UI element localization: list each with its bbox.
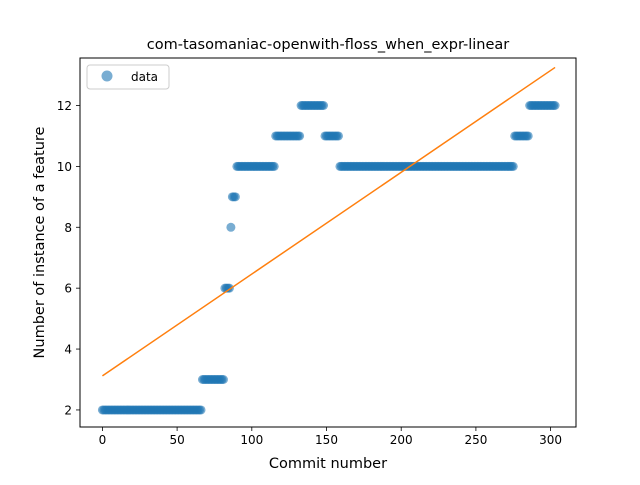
y-tick-label: 8 — [64, 221, 72, 235]
data-points — [97, 101, 560, 415]
y-tick-label: 10 — [57, 160, 72, 174]
legend: data — [86, 64, 170, 90]
fit-line — [101, 66, 556, 377]
y-axis-label: Number of instance of a feature — [32, 126, 48, 358]
x-tick-label: 200 — [390, 433, 413, 447]
x-tick-label: 300 — [539, 433, 562, 447]
data-point — [230, 192, 240, 202]
data-point — [508, 161, 518, 171]
legend-marker-data — [101, 70, 113, 82]
x-axis-label: Commit number — [269, 456, 387, 472]
data-point — [196, 405, 206, 415]
data-point — [550, 101, 560, 110]
data-point — [319, 101, 329, 110]
x-axis-ticks: 0 50 100 150 200 250 300 — [99, 427, 562, 447]
x-tick-label: 0 — [99, 433, 107, 447]
y-axis-ticks: 2 4 6 8 10 12 — [57, 99, 80, 417]
y-tick-label: 6 — [64, 282, 72, 296]
data-point — [333, 131, 343, 141]
data-point — [226, 222, 236, 232]
y-tick-label: 4 — [64, 343, 72, 357]
x-tick-label: 150 — [315, 433, 338, 447]
chart-title: com-tasomaniac-openwith-floss_when_expr-… — [147, 37, 510, 53]
data-point — [218, 375, 228, 384]
x-tick-label: 50 — [169, 433, 184, 447]
data-point — [295, 131, 305, 141]
x-tick-label: 250 — [464, 433, 487, 447]
data-point — [523, 131, 533, 141]
fit-line-layer — [101, 66, 556, 377]
legend-label-data: data — [131, 70, 158, 84]
y-tick-label: 2 — [64, 403, 72, 417]
x-tick-label: 100 — [240, 433, 263, 447]
y-tick-label: 12 — [57, 99, 72, 113]
data-point — [269, 161, 279, 171]
plot-frame — [79, 57, 577, 428]
